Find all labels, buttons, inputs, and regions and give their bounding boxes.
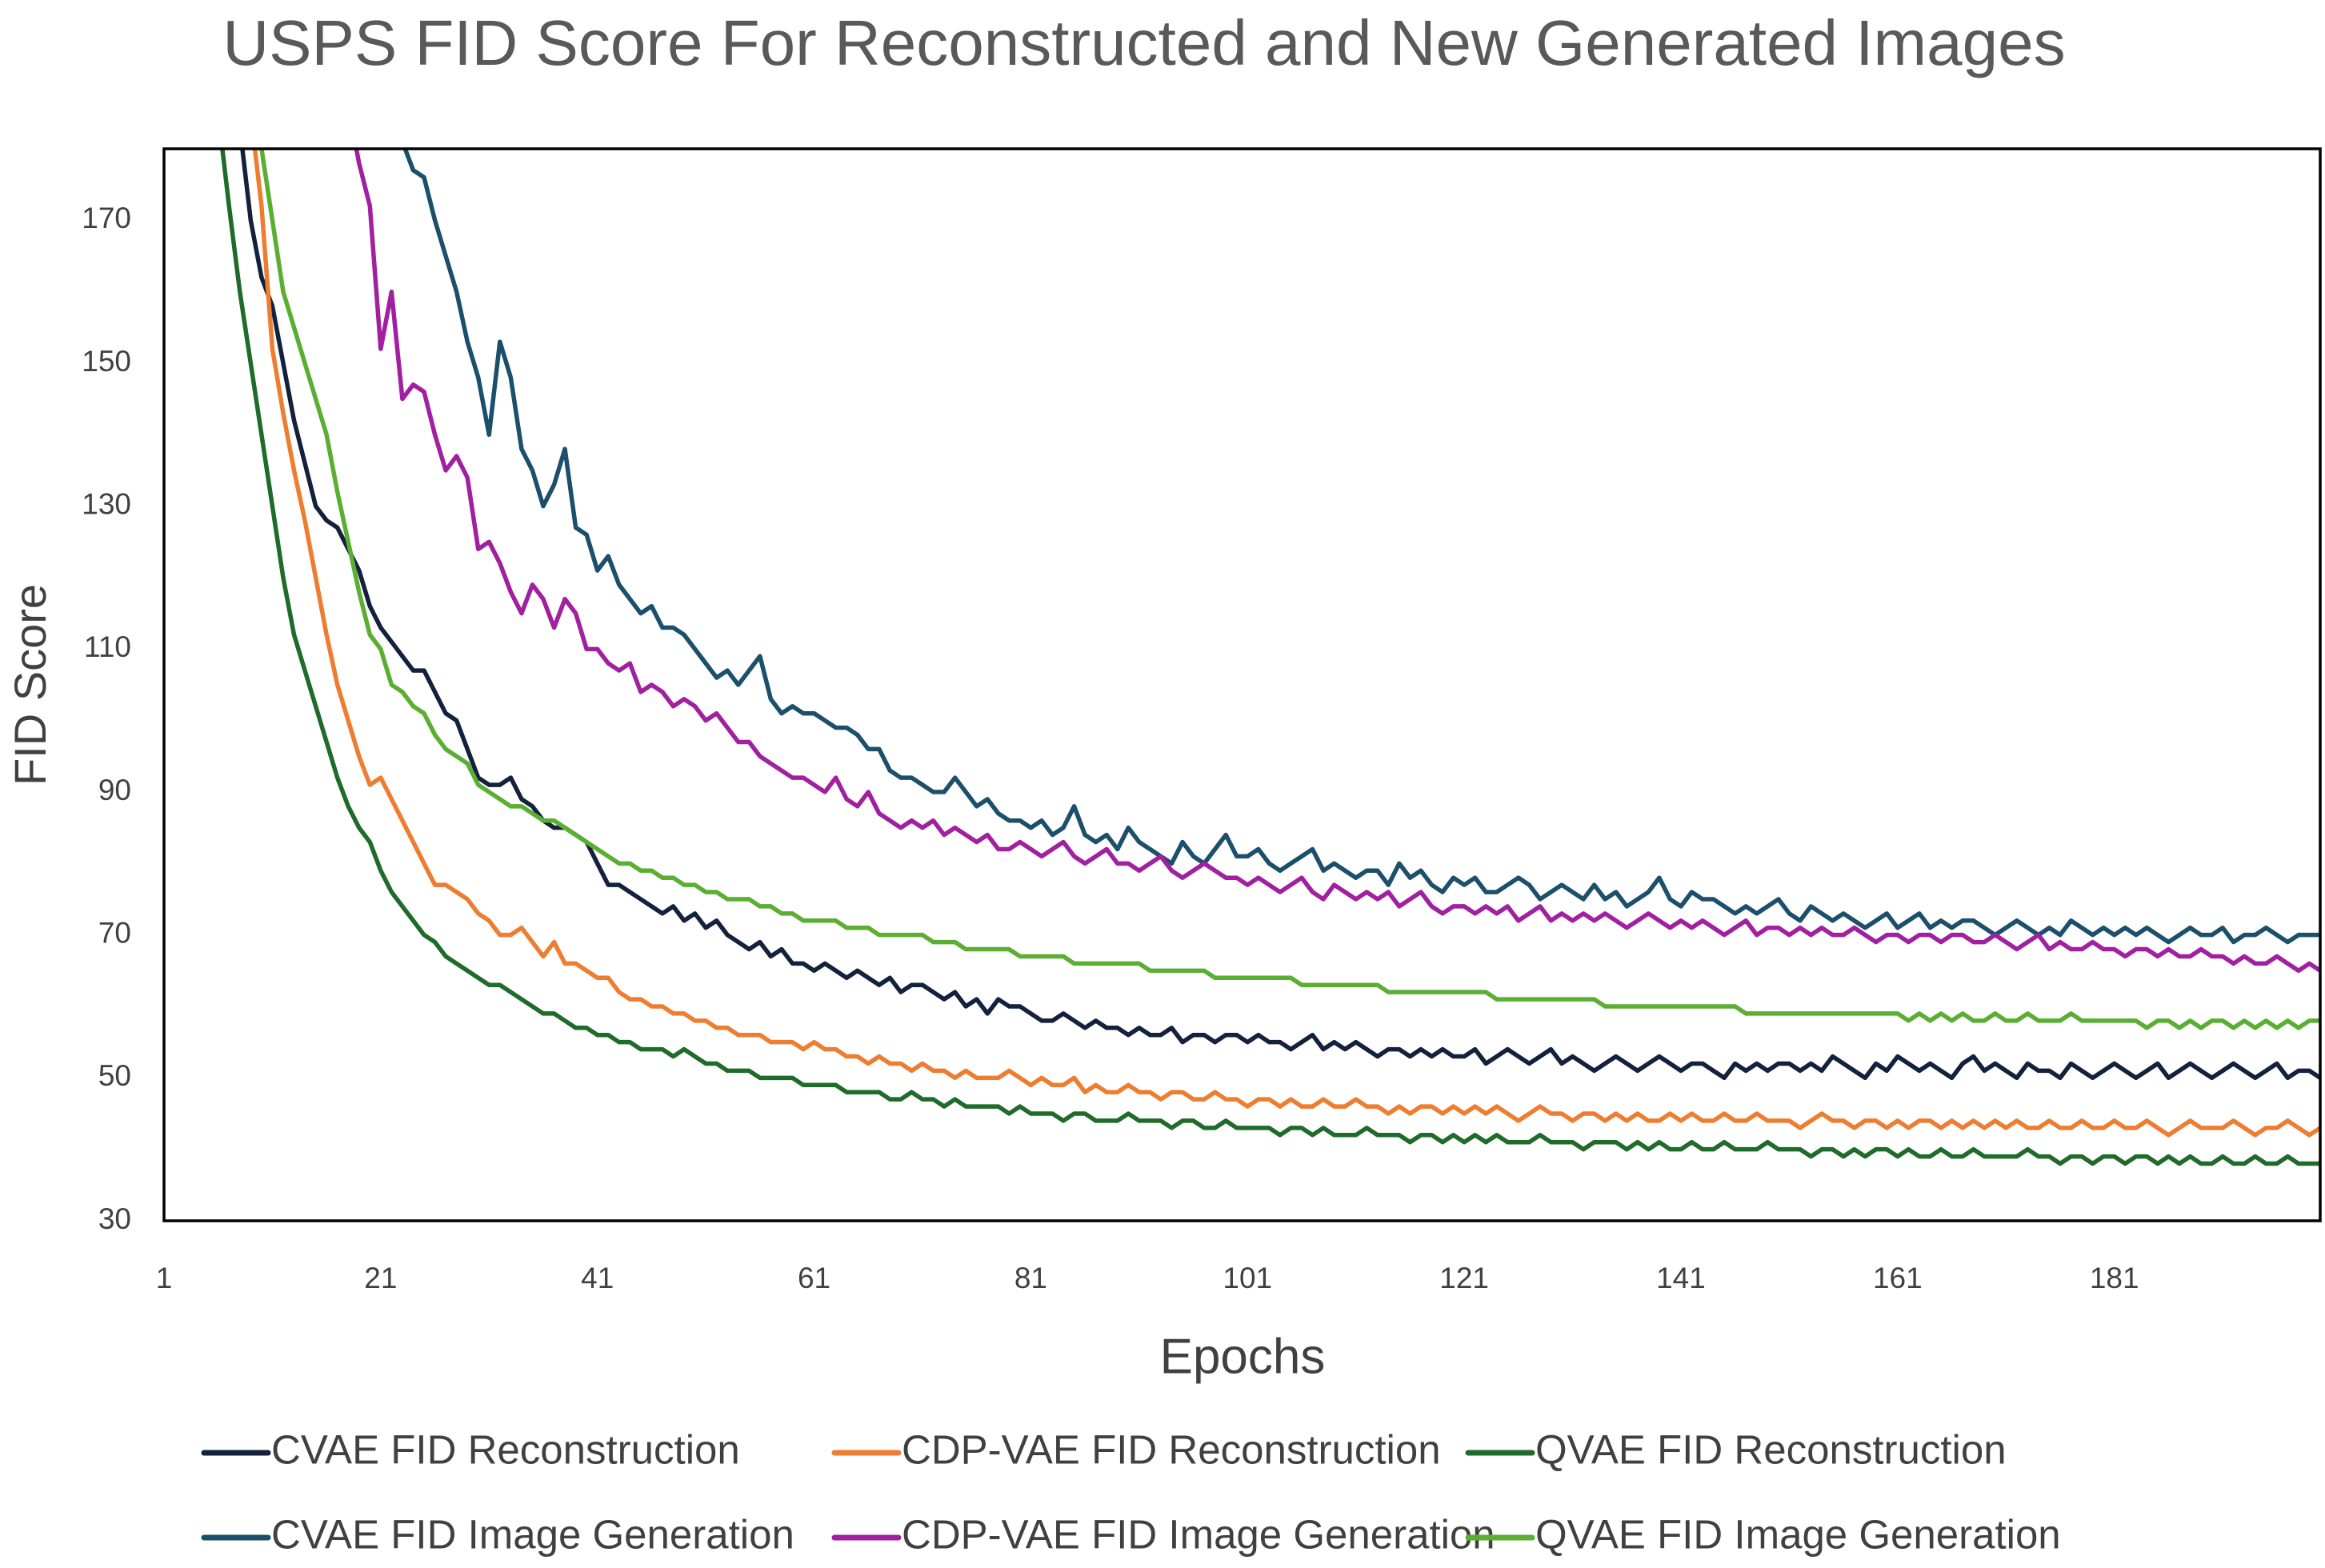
x-tick-label: 141 [1656, 1262, 1706, 1294]
legend-label: CVAE FID Image Generation [271, 1511, 794, 1557]
x-tick-label: 121 [1439, 1262, 1489, 1294]
series-line [220, 149, 2320, 1166]
legend-label: QVAE FID Reconstruction [1535, 1426, 2007, 1472]
series-line [252, 149, 2320, 1138]
x-tick-label: 101 [1223, 1262, 1272, 1294]
series-line [259, 149, 2320, 1030]
y-tick-label: 130 [82, 487, 131, 520]
chart-title: USPS FID Score For Reconstructed and New… [222, 7, 2065, 78]
x-tick-label: 61 [798, 1262, 830, 1294]
y-tick-label: 30 [98, 1202, 131, 1235]
y-tick-label: 110 [84, 630, 131, 663]
x-tick-label: 181 [2090, 1262, 2139, 1294]
x-tick-label: 21 [364, 1262, 397, 1294]
x-tick-label: 81 [1014, 1262, 1047, 1294]
plot-lines [220, 149, 2320, 1166]
y-tick-label: 90 [98, 774, 131, 806]
y-tick-label: 150 [82, 345, 131, 378]
legend-label: QVAE FID Image Generation [1535, 1511, 2061, 1557]
x-tick-label: 1 [156, 1262, 173, 1294]
x-tick-label: 161 [1873, 1262, 1923, 1294]
series-line [240, 149, 2320, 1081]
legend-label: CDP-VAE FID Image Generation [902, 1511, 1495, 1557]
y-tick-label: 70 [98, 916, 131, 949]
x-axis-label: Epochs [1160, 1329, 1326, 1384]
x-tick-label: 41 [581, 1262, 614, 1294]
y-tick-label: 170 [82, 202, 131, 234]
series-line [354, 149, 2320, 974]
legend-label: CDP-VAE FID Reconstruction [902, 1426, 1441, 1472]
y-tick-label: 50 [98, 1059, 131, 1092]
legend-label: CVAE FID Reconstruction [271, 1426, 740, 1472]
series-line [402, 149, 2320, 945]
y-axis-label: FID Score [5, 584, 55, 786]
plot-frame [162, 147, 2322, 1222]
